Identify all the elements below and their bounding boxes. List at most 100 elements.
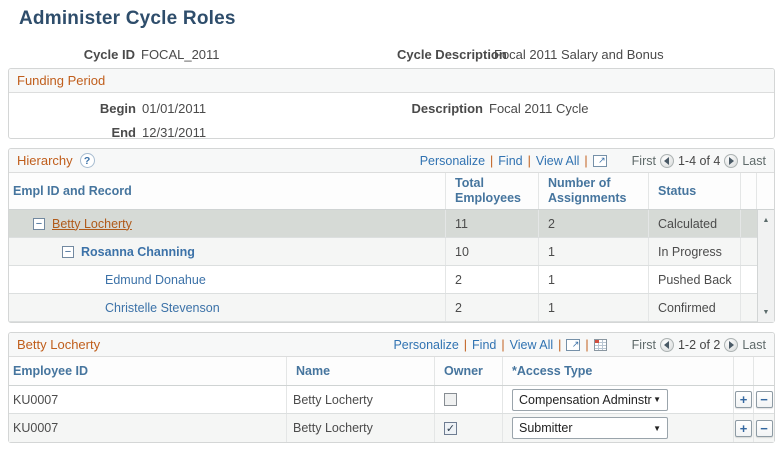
assignments-cell: 1 (539, 266, 649, 293)
hierarchy-pager: First 1-4 of 4 Last (631, 153, 766, 168)
hierarchy-row[interactable]: Edmund Donahue 2 1 Pushed Back (9, 266, 757, 294)
find-link[interactable]: Find (472, 337, 497, 352)
assignments-cell: 2 (539, 210, 649, 237)
previous-arrow-icon (663, 340, 669, 349)
detail-rows: KU0007 Betty Locherty Compensation Admin… (9, 386, 774, 442)
begin-value: 01/01/2011 (142, 101, 207, 116)
add-row-button[interactable]: + (735, 391, 752, 408)
chevron-down-icon: ▼ (653, 395, 661, 404)
access-type-select[interactable]: Submitter ▼ (512, 417, 668, 439)
hierarchy-row[interactable]: − Betty Locherty 11 2 Calculated (9, 210, 757, 238)
end-value: 12/31/2011 (142, 125, 207, 140)
view-all-link[interactable]: View All (535, 153, 580, 168)
employee-node-link[interactable]: Edmund Donahue (105, 272, 206, 287)
popup-arrow-icon: ↗ (571, 338, 580, 349)
total-employees-cell: 2 (446, 294, 539, 321)
cycle-summary: Cycle ID FOCAL_2011 Cycle Description Fo… (0, 47, 783, 62)
status-cell: Pushed Back (649, 266, 741, 293)
previous-page-button[interactable] (659, 153, 674, 168)
toolbar-separator: | (558, 337, 562, 352)
add-row-button[interactable]: + (735, 419, 752, 437)
next-page-button[interactable] (724, 153, 739, 168)
find-link[interactable]: Find (498, 153, 523, 168)
previous-page-button[interactable] (659, 337, 674, 352)
first-link[interactable]: First (631, 153, 656, 168)
chevron-down-icon: ▼ (653, 423, 661, 433)
column-header-number-assignments: Number of Assignments (539, 173, 649, 209)
end-label: End (111, 125, 136, 140)
zoom-grid-icon[interactable]: ↗ (566, 338, 581, 351)
hierarchy-row[interactable]: Christelle Stevenson 2 1 Confirmed (9, 294, 757, 322)
personalize-link[interactable]: Personalize (419, 153, 486, 168)
description-label: Description (411, 101, 483, 116)
toolbar-separator: | (490, 153, 494, 168)
begin-label: Begin (99, 101, 136, 116)
column-header-name: Name (287, 357, 435, 385)
vertical-scrollbar[interactable]: ▲ ▼ (757, 210, 774, 322)
next-page-button[interactable] (724, 337, 739, 352)
previous-arrow-icon (663, 156, 669, 165)
funding-period-body: Begin 01/01/2011 Description Focal 2011 … (9, 93, 774, 140)
status-cell: In Progress (649, 238, 741, 265)
name-cell: Betty Locherty (287, 414, 435, 442)
download-spreadsheet-icon[interactable] (593, 338, 607, 351)
scroll-down-icon[interactable]: ▼ (762, 308, 770, 316)
row-range: 1-2 of 2 (677, 337, 721, 352)
total-employees-cell: 11 (446, 210, 539, 237)
cycle-description-label: Cycle Description (397, 47, 507, 62)
employee-node-link[interactable]: Rosanna Channing (81, 244, 195, 259)
funding-period-header: Funding Period (9, 69, 774, 93)
detail-row: KU0007 Betty Locherty ✓ Submitter ▼ + − (9, 414, 774, 442)
total-employees-cell: 2 (446, 266, 539, 293)
funding-period-groupbox: Funding Period Begin 01/01/2011 Descript… (8, 68, 775, 140)
assignments-cell: 1 (539, 294, 649, 321)
funding-period-title: Funding Period (17, 73, 106, 88)
column-header-owner: Owner (435, 357, 503, 385)
popup-arrow-icon: ↗ (598, 154, 606, 165)
toolbar-separator: | (585, 337, 589, 352)
detail-title: Betty Locherty (17, 337, 101, 352)
hierarchy-title: Hierarchy (17, 153, 73, 168)
cycle-description-value: Focal 2011 Salary and Bonus (494, 47, 664, 62)
personalize-link[interactable]: Personalize (393, 337, 459, 352)
access-type-select[interactable]: Compensation Adminstr ▼ (512, 388, 668, 411)
cycle-id-value: FOCAL_2011 (141, 47, 220, 62)
status-cell: Calculated (649, 210, 741, 237)
detail-section: Betty Locherty Personalize | Find | View… (8, 332, 775, 443)
last-link[interactable]: Last (742, 153, 766, 168)
detail-header-bar: Betty Locherty Personalize | Find | View… (9, 333, 774, 357)
column-header-total-employees: Total Employees (446, 173, 539, 209)
help-icon[interactable]: ? (79, 153, 95, 168)
next-arrow-icon (729, 340, 735, 349)
employee-id-cell: KU0007 (9, 414, 287, 442)
toolbar-separator: | (584, 153, 588, 168)
zoom-grid-icon[interactable]: ↗ (592, 154, 607, 167)
collapse-node-icon[interactable]: − (62, 245, 74, 258)
administer-cycle-roles-page: Administer Cycle Roles Cycle ID FOCAL_20… (0, 8, 783, 456)
delete-row-button[interactable]: − (755, 419, 773, 437)
status-cell: Confirmed (649, 294, 741, 321)
access-type-value: Submitter (519, 421, 573, 435)
hierarchy-section: Hierarchy ? Personalize | Find | View Al… (8, 148, 775, 323)
last-link[interactable]: Last (742, 337, 766, 352)
employee-node-link[interactable]: Betty Locherty (52, 216, 132, 231)
hierarchy-row[interactable]: − Rosanna Channing 10 1 In Progress (9, 238, 757, 266)
owner-checkbox[interactable]: ✓ (444, 421, 457, 435)
first-link[interactable]: First (631, 337, 656, 352)
detail-toolbar: Personalize | Find | View All | ↗ | Firs… (393, 337, 766, 352)
hierarchy-column-headers: Empl ID and Record Total Employees Numbe… (9, 173, 774, 210)
detail-pager: First 1-2 of 2 Last (631, 337, 766, 352)
assignments-cell: 1 (539, 238, 649, 265)
detail-row: KU0007 Betty Locherty Compensation Admin… (9, 386, 774, 414)
collapse-node-icon[interactable]: − (33, 217, 45, 230)
owner-checkbox[interactable] (444, 393, 457, 406)
description-value: Focal 2011 Cycle (489, 101, 589, 116)
view-all-link[interactable]: View All (509, 337, 554, 352)
delete-row-button[interactable]: − (755, 391, 773, 408)
scroll-up-icon[interactable]: ▲ (762, 216, 770, 224)
employee-id-cell: KU0007 (9, 386, 287, 413)
employee-node-link[interactable]: Christelle Stevenson (105, 300, 220, 315)
hierarchy-toolbar: Personalize | Find | View All | ↗ First … (419, 153, 766, 168)
access-type-value: Compensation Adminstr (519, 392, 652, 407)
column-header-empl-id: Empl ID and Record (9, 173, 446, 209)
